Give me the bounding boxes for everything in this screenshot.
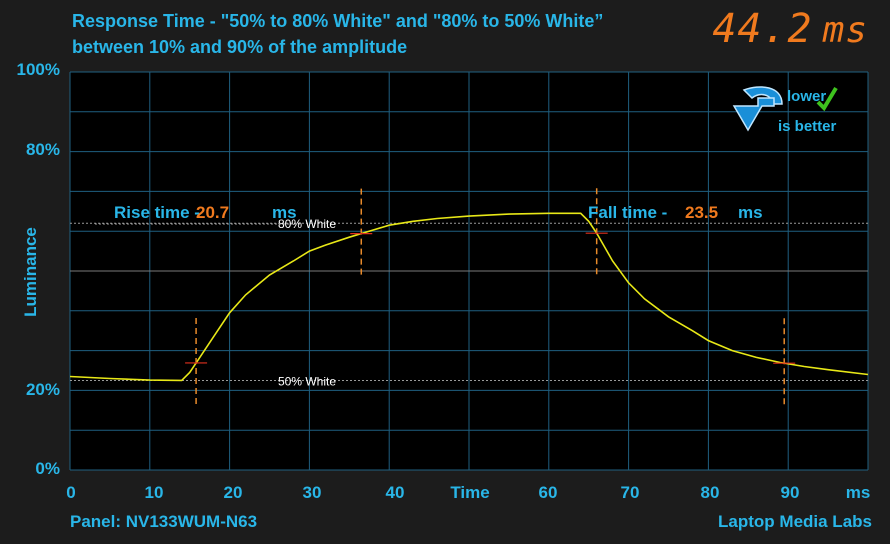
total-response-unit: ms bbox=[822, 10, 868, 51]
response-trace bbox=[69, 212, 869, 382]
level-high-label: 80% White bbox=[278, 217, 336, 231]
y-tick-100: 100% bbox=[16, 60, 60, 79]
rise-time-value: 20.7 bbox=[196, 203, 229, 222]
y-tick-0: 0% bbox=[35, 459, 60, 478]
down-arrow-icon bbox=[732, 86, 783, 132]
badge-line-1: lower bbox=[787, 88, 827, 105]
fall-time-value: 23.5 bbox=[685, 203, 718, 222]
y-axis-title: Luminance bbox=[20, 227, 40, 317]
fall-time-label: Fall time - bbox=[588, 203, 667, 222]
x-tick-40: 40 bbox=[385, 483, 405, 502]
badge-line-2: is better bbox=[778, 118, 837, 135]
x-tick-30: 30 bbox=[302, 483, 322, 502]
brand-label: Laptop Media Labs bbox=[718, 512, 872, 531]
checkmark-icon bbox=[816, 86, 838, 112]
rise-time-label: Rise time - bbox=[114, 203, 200, 222]
x-axis-title: Time bbox=[450, 483, 490, 502]
y-tick-80: 80% bbox=[25, 140, 60, 159]
x-tick-20: 20 bbox=[223, 483, 243, 502]
lower-is-better-badge: lower is better bbox=[730, 84, 840, 144]
x-tick-80: 80 bbox=[700, 483, 720, 502]
x-tick-10: 10 bbox=[144, 483, 164, 502]
x-tick-70: 70 bbox=[620, 483, 640, 502]
x-tick-0: 0 bbox=[66, 483, 76, 502]
x-tick-90: 90 bbox=[780, 483, 800, 502]
x-tick-60: 60 bbox=[538, 483, 558, 502]
level-low-label: 50% White bbox=[278, 374, 336, 388]
fall-time-unit: ms bbox=[738, 203, 763, 222]
total-response-value: 44.2 bbox=[712, 6, 813, 52]
x-unit-label: ms bbox=[845, 483, 871, 502]
chart-title: Response Time - "50% to 80% White" and "… bbox=[72, 11, 604, 57]
y-tick-20: 20% bbox=[25, 380, 60, 399]
panel-label: Panel: NV133WUM-N63 bbox=[70, 512, 258, 531]
total-response-time: 44.2 ms bbox=[712, 6, 868, 52]
rise-time-unit: ms bbox=[272, 203, 297, 222]
